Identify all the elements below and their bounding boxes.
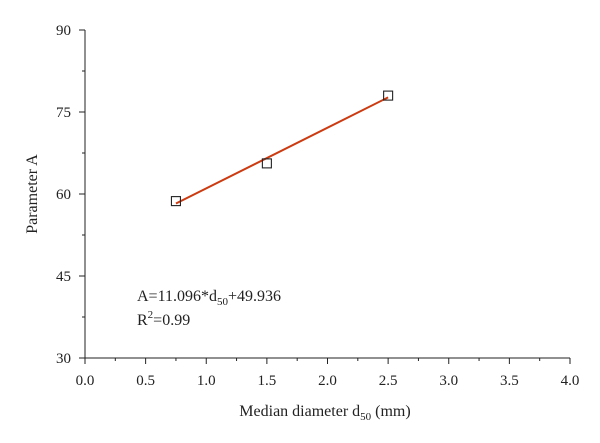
x-tick-label: 1.0 [197,373,216,389]
y-tick-label: 90 [56,23,71,39]
x-tick-label: 0.0 [76,373,95,389]
fit-equation-prefix: A=11.096*d [137,288,217,305]
r-squared: R2=0.99 [137,309,190,329]
plot-area [170,90,394,207]
r-squared-sup: 2 [148,309,154,321]
x-tick-label: 4.0 [561,373,580,389]
x-axis-title-sub: 50 [360,411,372,423]
x-tick-label: 2.5 [379,373,398,389]
x-ticks: 0.0 0.5 1.0 1.5 2.0 2.5 3.0 3.5 4.0 [76,358,580,389]
fit-equation: A=11.096*d50+49.936 [137,288,281,308]
data-point [261,158,272,169]
x-tick-label: 0.5 [136,373,155,389]
x-tick-label: 2.0 [318,373,337,389]
y-tick-label: 75 [56,105,71,121]
y-tick-label: 60 [56,187,71,203]
x-tick-label: 3.5 [500,373,519,389]
y-tick-label: 45 [56,269,71,285]
data-point [170,196,181,207]
r-squared-prefix: R [137,312,148,329]
x-axis-title-main: Median diameter d [239,403,360,420]
fit-equation-suffix: +49.936 [228,288,281,305]
x-axis-title-unit: (mm) [371,403,411,420]
x-tick-label: 1.5 [258,373,277,389]
data-point [383,90,394,101]
y-ticks: 30 45 60 75 90 [56,23,85,367]
x-tick-label: 3.0 [439,373,458,389]
fit-line [175,96,389,205]
y-axis-title: Parameter A [24,154,41,234]
r-squared-suffix: =0.99 [153,312,190,329]
y-tick-label: 30 [56,351,71,367]
fit-equation-sub: 50 [217,296,229,308]
x-axis-title: Median diameter d50 (mm) [239,403,410,423]
axes [84,30,570,359]
